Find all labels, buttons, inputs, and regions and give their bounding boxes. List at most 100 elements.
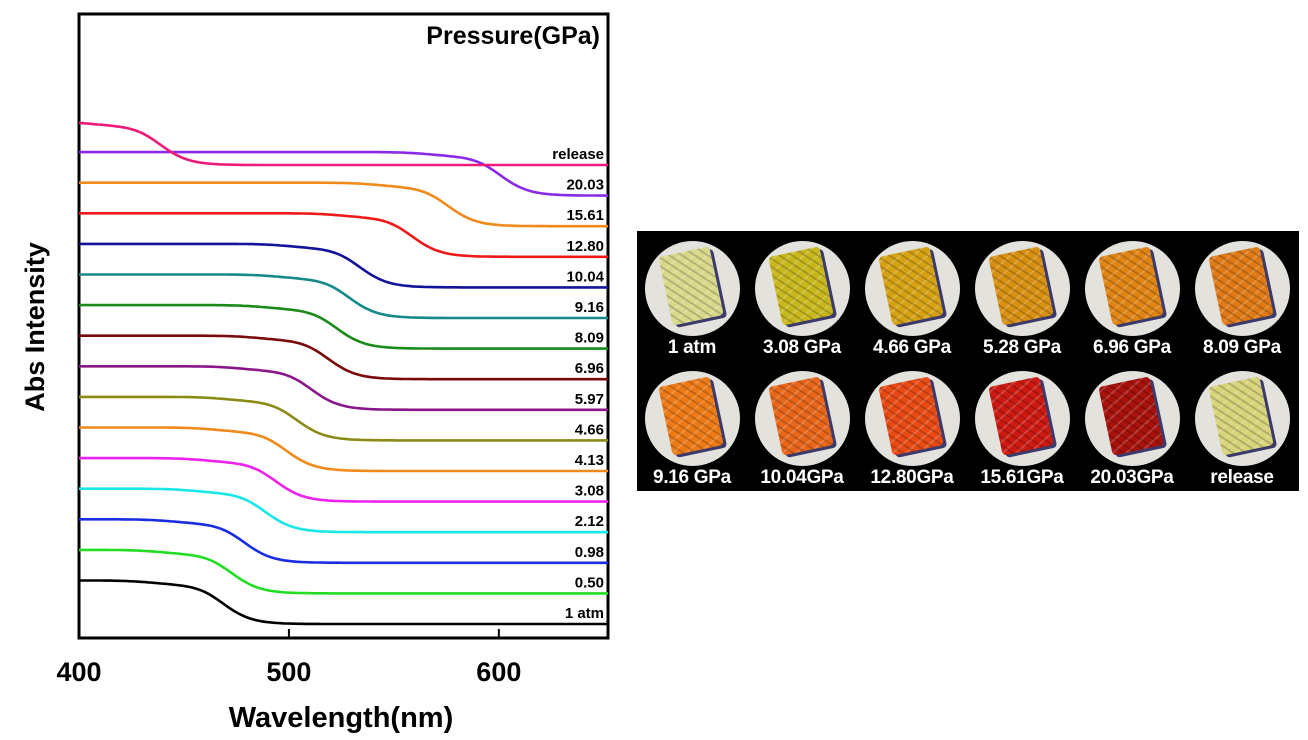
series-label: 4.66 — [575, 421, 604, 438]
crystal-image — [878, 376, 944, 456]
series-line — [79, 579, 608, 626]
curve-label-group: 1 atm 0.50 0.98 2.12 3.08 4.13 4.66 5.97 6.96 8.0… — [552, 146, 604, 622]
crystal-image — [768, 376, 834, 456]
crystal-image — [658, 376, 724, 456]
series-line — [79, 426, 608, 473]
photo-circle — [1195, 371, 1290, 466]
crystal-photo: 20.03GPa — [1077, 361, 1187, 491]
series-line — [79, 150, 608, 197]
photo-label: 1 atm — [667, 337, 717, 358]
series-label: 0.50 — [575, 574, 604, 591]
series-label: 12.80 — [566, 238, 604, 255]
plot-frame — [77, 12, 610, 640]
series-line — [79, 181, 608, 228]
crystal-texture — [878, 246, 944, 326]
crystal-photo-panel: 1 atm 3.08 GPa 4.66 GPa 5.28 GPa 6.96 GPa 8.0… — [637, 231, 1299, 491]
crystal-photo: 15.61GPa — [967, 361, 1077, 491]
crystal-photo: 5.28 GPa — [967, 231, 1077, 361]
series-label: 20.03 — [566, 177, 604, 194]
crystal-image — [1098, 246, 1164, 326]
photo-circle — [865, 371, 960, 466]
series-line — [79, 395, 608, 442]
y-axis-label: Abs Intensity — [20, 242, 50, 412]
x-tick-label: 500 — [266, 657, 311, 687]
photo-circle — [975, 371, 1070, 466]
crystal-image — [1208, 376, 1274, 456]
crystal-texture — [988, 376, 1054, 456]
crystal-texture — [658, 376, 724, 456]
crystal-photo: 10.04GPa — [747, 361, 857, 491]
photo-circle — [865, 241, 960, 336]
crystal-texture — [1098, 246, 1164, 326]
crystal-texture — [768, 246, 834, 326]
series-label: 8.09 — [575, 330, 604, 347]
photo-circle — [645, 241, 740, 336]
series-line — [78, 121, 608, 167]
crystal-image — [988, 246, 1054, 326]
photo-label: 12.80GPa — [870, 467, 954, 488]
crystal-photo: 4.66 GPa — [857, 231, 967, 361]
crystal-image — [658, 246, 724, 326]
series-label: 0.98 — [575, 544, 604, 561]
crystal-photo: 9.16 GPa — [637, 361, 747, 491]
series-line — [79, 303, 608, 350]
series-label: 6.96 — [575, 360, 604, 377]
series-line — [79, 456, 608, 503]
x-tick-group: 400 500 600 — [56, 629, 521, 687]
crystal-photo: 3.08 GPa — [747, 231, 857, 361]
crystal-image — [768, 246, 834, 326]
crystal-photo: 12.80GPa — [857, 361, 967, 491]
photo-circle — [1195, 241, 1290, 336]
photo-label: 10.04GPa — [760, 467, 844, 488]
series-label: release — [552, 146, 604, 163]
photo-label: 4.66 GPa — [873, 337, 951, 358]
photo-circle — [755, 241, 850, 336]
series-label: 3.08 — [575, 483, 604, 500]
series-line — [79, 242, 608, 289]
series-label: 4.13 — [575, 452, 604, 469]
series-label: 1 atm — [565, 605, 604, 622]
series-label: 15.61 — [566, 207, 604, 224]
crystal-texture — [1098, 376, 1164, 456]
crystal-photo: 1 atm — [637, 231, 747, 361]
crystal-photo: 6.96 GPa — [1077, 231, 1187, 361]
series-line — [79, 487, 608, 534]
crystal-photo: release — [1187, 361, 1297, 491]
crystal-image — [878, 246, 944, 326]
photo-label: release — [1210, 467, 1274, 488]
photo-label: 5.28 GPa — [983, 337, 1061, 358]
series-label: 9.16 — [575, 299, 604, 316]
series-line — [79, 212, 608, 259]
series-line — [79, 518, 608, 565]
photo-label: 8.09 GPa — [1203, 337, 1281, 358]
series-label: 5.97 — [575, 391, 604, 408]
crystal-texture — [878, 376, 944, 456]
photo-circle — [975, 241, 1070, 336]
photo-label: 20.03GPa — [1090, 467, 1174, 488]
photo-circle — [1085, 241, 1180, 336]
photo-label: 6.96 GPa — [1093, 337, 1171, 358]
curve-group — [78, 121, 608, 626]
x-axis-label: Wavelength(nm) — [229, 702, 453, 734]
series-label: 2.12 — [575, 513, 604, 530]
x-tick-label: 600 — [476, 657, 521, 687]
crystal-photo: 8.09 GPa — [1187, 231, 1297, 361]
series-line — [79, 365, 608, 412]
series-line — [79, 548, 608, 595]
series-label: 10.04 — [566, 268, 604, 285]
crystal-texture — [1208, 376, 1274, 456]
photo-label: 9.16 GPa — [653, 467, 731, 488]
photo-label: 15.61GPa — [980, 467, 1064, 488]
photo-circle — [755, 371, 850, 466]
photo-circle — [645, 371, 740, 466]
series-line — [79, 334, 608, 381]
photo-circle — [1085, 371, 1180, 466]
x-tick-label: 400 — [56, 657, 101, 687]
chart-title: Pressure(GPa) — [426, 22, 600, 50]
series-line — [79, 273, 608, 320]
crystal-image — [988, 376, 1054, 456]
absorption-chart: 1 atm 0.50 0.98 2.12 3.08 4.13 4.66 5.97 6.96 8.0… — [20, 12, 610, 734]
crystal-texture — [988, 246, 1054, 326]
crystal-texture — [1208, 246, 1274, 326]
photo-label: 3.08 GPa — [763, 337, 841, 358]
